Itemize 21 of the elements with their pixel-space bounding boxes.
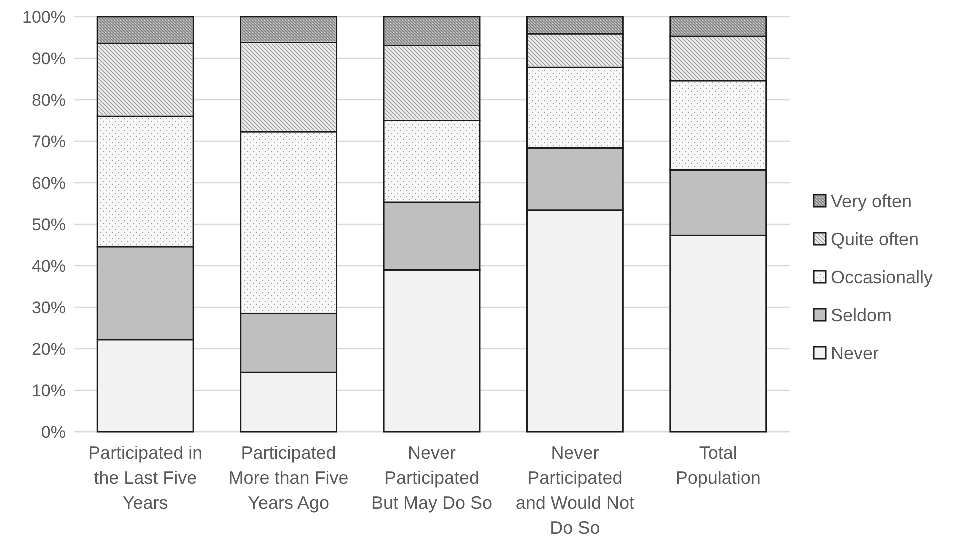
x-tick-label: Total Population (676, 443, 761, 488)
y-tick-label: 70% (32, 132, 66, 152)
x-tick-label: Participated in the Last Five Years (88, 443, 203, 513)
y-tick-label: 50% (32, 215, 66, 234)
y-tick-label: 90% (32, 49, 66, 68)
legend-label: Quite often (831, 229, 920, 250)
y-tick-label: 0% (41, 422, 66, 442)
x-tick-label: Never Participated But May Do So (371, 443, 493, 513)
y-tick-label: 80% (32, 90, 66, 110)
x-tick-label: Never Participated and Would Not Do So (516, 443, 635, 538)
legend-label: Very often (831, 191, 912, 212)
legend-label: Occasionally (831, 267, 934, 288)
y-tick-label: 10% (32, 381, 66, 400)
y-tick-label: 100% (22, 8, 66, 27)
y-tick-label: 20% (32, 340, 66, 359)
legend-label: Seldom (831, 305, 892, 326)
x-tick-label: Participated More than Five Years Ago (228, 443, 349, 513)
y-tick-label: 40% (32, 256, 66, 276)
y-tick-label: 60% (32, 174, 66, 193)
y-tick-label: 30% (32, 298, 66, 318)
legend-label: Never (831, 343, 880, 364)
